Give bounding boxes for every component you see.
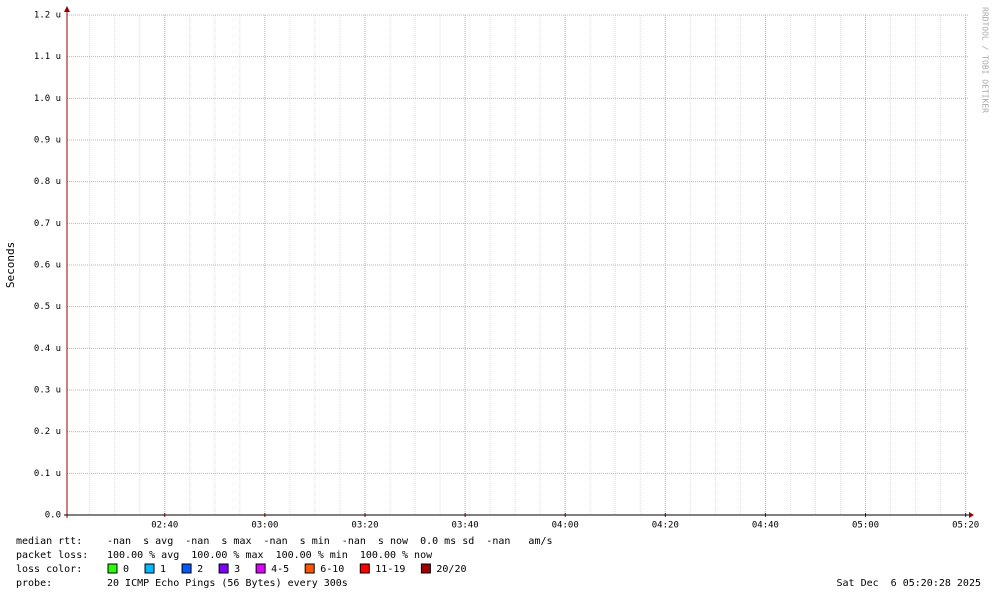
x-tick-label: 04:00 bbox=[552, 521, 579, 531]
legend-swatch bbox=[181, 563, 192, 574]
x-tick-label: 02:40 bbox=[151, 521, 178, 531]
legend-swatch bbox=[359, 563, 370, 574]
y-tick-label: 0.6 u bbox=[34, 261, 61, 271]
stat-label: packet loss: bbox=[16, 550, 88, 561]
y-tick-label: 0.3 u bbox=[34, 386, 61, 396]
legend-label: 6-10 bbox=[320, 564, 344, 575]
legend-swatch bbox=[218, 563, 229, 574]
y-tick-label: 0.0 bbox=[45, 511, 61, 521]
x-tick-label: 03:20 bbox=[351, 521, 378, 531]
x-tick-label: 03:00 bbox=[251, 521, 278, 531]
x-tick-label: 04:40 bbox=[752, 521, 779, 531]
legend-swatch bbox=[304, 563, 315, 574]
probe-text: 20 ICMP Echo Pings (56 Bytes) every 300s bbox=[107, 578, 348, 589]
probe-label: probe: bbox=[16, 578, 52, 589]
legend-label: 1 bbox=[160, 564, 166, 575]
legend-label: 2 bbox=[197, 564, 203, 575]
timestamp: Sat Dec 6 05:20:28 2025 bbox=[837, 578, 982, 589]
legend-swatch bbox=[420, 563, 431, 574]
stat-label: median rtt: bbox=[16, 536, 82, 547]
watermark: RRDTOOL / TOBI OETIKER bbox=[981, 7, 990, 113]
y-tick-label: 1.0 u bbox=[34, 94, 61, 104]
y-tick-label: 0.7 u bbox=[34, 219, 61, 229]
legend-label: 20/20 bbox=[436, 564, 466, 575]
x-tick-label: 05:00 bbox=[852, 521, 879, 531]
y-tick-label: 1.1 u bbox=[34, 52, 61, 62]
y-tick-label: 0.9 u bbox=[34, 136, 61, 146]
legend-label: 0 bbox=[123, 564, 129, 575]
y-tick-label: 1.2 u bbox=[34, 11, 61, 21]
x-tick-label: 03:40 bbox=[452, 521, 479, 531]
y-tick-label: 0.1 u bbox=[34, 469, 61, 479]
y-arrow bbox=[64, 6, 70, 12]
stat-text: 100.00 % avg 100.00 % max 100.00 % min 1… bbox=[107, 550, 433, 561]
y-tick-label: 0.5 u bbox=[34, 302, 61, 312]
legend-label: 4-5 bbox=[271, 564, 289, 575]
y-tick-label: 0.2 u bbox=[34, 427, 61, 437]
legend-label: 11-19 bbox=[375, 564, 405, 575]
legend-swatch bbox=[255, 563, 266, 574]
legend-label: 3 bbox=[234, 564, 240, 575]
legend-swatch bbox=[144, 563, 155, 574]
x-tick-label: 04:20 bbox=[652, 521, 679, 531]
y-tick-label: 0.4 u bbox=[34, 344, 61, 354]
y-axis-label: Seconds bbox=[4, 242, 17, 288]
stat-text: -nan s avg -nan s max -nan s min -nan s … bbox=[107, 536, 553, 547]
x-arrow bbox=[969, 512, 974, 518]
legend-swatch bbox=[107, 563, 118, 574]
x-tick-label: 05:20 bbox=[952, 521, 979, 531]
y-tick-label: 0.8 u bbox=[34, 177, 61, 187]
loss-label: loss color: bbox=[16, 564, 82, 575]
